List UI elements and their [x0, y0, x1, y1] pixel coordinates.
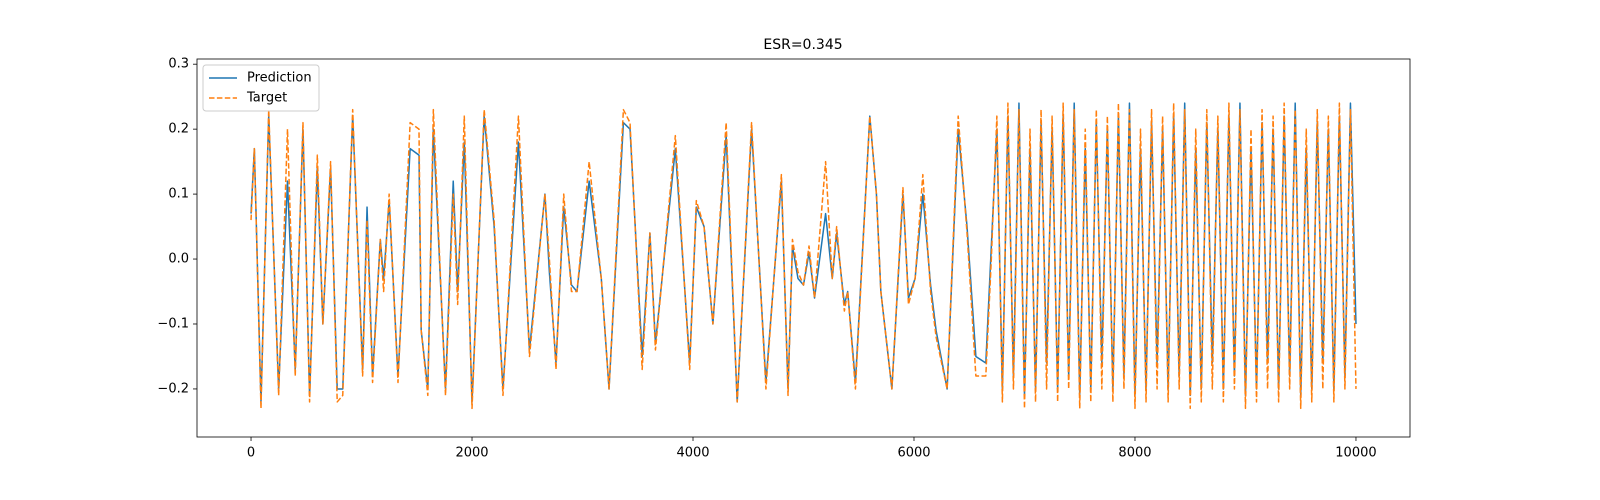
y-tick-label: 0.0 — [168, 252, 189, 267]
x-tick-label: 8000 — [1118, 446, 1151, 461]
x-tick-label: 4000 — [676, 446, 709, 461]
x-tick-label: 0 — [247, 446, 255, 461]
y-tick-label: 0.3 — [168, 57, 189, 72]
y-tick-label: −0.1 — [157, 316, 189, 331]
chart-title: ESR=0.345 — [763, 37, 842, 53]
x-tick-label: 2000 — [455, 446, 488, 461]
plot-frame — [196, 58, 1411, 438]
legend-box — [202, 64, 320, 112]
x-tick-label: 10000 — [1335, 446, 1376, 461]
legend-label: Prediction — [247, 71, 312, 86]
y-tick-label: 0.1 — [168, 187, 189, 202]
legend-label: Target — [246, 91, 287, 106]
series-line — [250, 102, 1357, 410]
y-tick-label: −0.2 — [157, 381, 189, 396]
series-line — [250, 102, 1357, 403]
x-tick-label: 6000 — [897, 446, 930, 461]
y-tick-label: 0.2 — [168, 122, 189, 137]
